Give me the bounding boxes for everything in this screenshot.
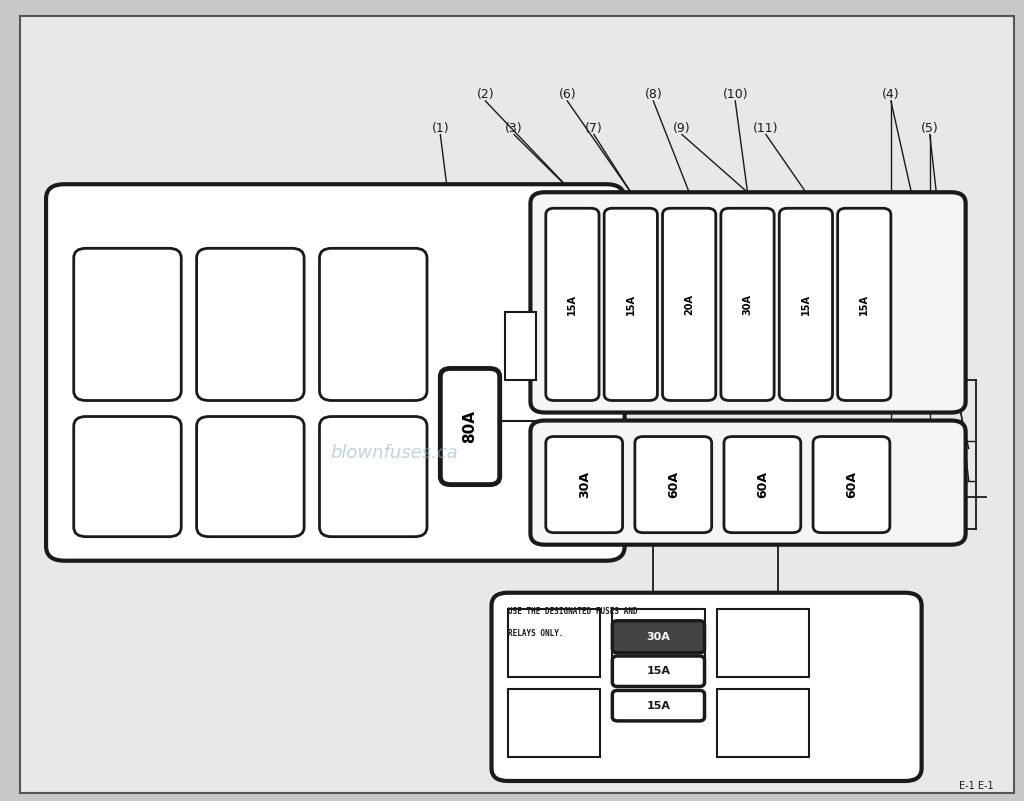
Text: (3): (3) (505, 122, 523, 135)
Text: RELAYS ONLY.: RELAYS ONLY. (508, 629, 563, 638)
FancyBboxPatch shape (604, 208, 657, 400)
FancyBboxPatch shape (546, 437, 623, 533)
FancyBboxPatch shape (197, 417, 304, 537)
Text: 30A: 30A (578, 471, 591, 498)
FancyBboxPatch shape (530, 192, 966, 413)
FancyBboxPatch shape (813, 437, 890, 533)
Bar (612, 609, 705, 677)
Text: 60A: 60A (845, 471, 858, 498)
Text: 20A: 20A (684, 294, 694, 315)
Text: 15A: 15A (646, 701, 671, 710)
FancyBboxPatch shape (612, 656, 705, 686)
Bar (717, 689, 809, 757)
Text: 30A: 30A (646, 632, 671, 642)
Bar (505, 312, 536, 380)
Text: 15A: 15A (567, 294, 578, 315)
FancyBboxPatch shape (46, 184, 625, 561)
Text: (9): (9) (673, 122, 691, 135)
FancyBboxPatch shape (74, 248, 181, 400)
FancyBboxPatch shape (440, 368, 500, 485)
Text: 30A: 30A (742, 294, 753, 315)
FancyBboxPatch shape (319, 417, 427, 537)
FancyBboxPatch shape (492, 593, 922, 781)
FancyBboxPatch shape (724, 437, 801, 533)
Text: (11): (11) (754, 122, 778, 135)
FancyBboxPatch shape (779, 208, 833, 400)
Text: (8): (8) (644, 88, 663, 101)
Text: 15A: 15A (859, 294, 869, 315)
FancyBboxPatch shape (612, 690, 705, 721)
Text: 15A: 15A (801, 294, 811, 315)
Text: (10): (10) (722, 88, 749, 101)
Bar (508, 689, 600, 757)
FancyBboxPatch shape (721, 208, 774, 400)
Text: 15A: 15A (646, 666, 671, 676)
Text: (6): (6) (558, 88, 577, 101)
FancyBboxPatch shape (197, 248, 304, 400)
Text: (5): (5) (921, 122, 939, 135)
FancyBboxPatch shape (635, 437, 712, 533)
Text: 60A: 60A (756, 471, 769, 498)
Text: (7): (7) (585, 122, 603, 135)
Text: (2): (2) (476, 88, 495, 101)
FancyBboxPatch shape (546, 208, 599, 400)
Text: USE THE DESIGNATED FUSES AND: USE THE DESIGNATED FUSES AND (508, 607, 637, 616)
Text: blownfuses.ca: blownfuses.ca (331, 444, 458, 461)
Text: E-1 E-1: E-1 E-1 (958, 782, 993, 791)
Text: (1): (1) (431, 122, 450, 135)
FancyBboxPatch shape (530, 421, 966, 545)
Text: 15A: 15A (626, 294, 636, 315)
FancyBboxPatch shape (838, 208, 891, 400)
FancyBboxPatch shape (74, 417, 181, 537)
FancyBboxPatch shape (612, 621, 705, 653)
FancyBboxPatch shape (663, 208, 716, 400)
Text: 60A: 60A (667, 471, 680, 498)
Bar (508, 609, 600, 677)
Text: (4): (4) (882, 88, 900, 101)
FancyBboxPatch shape (319, 248, 427, 400)
Bar (717, 609, 809, 677)
Text: 80A: 80A (463, 410, 477, 443)
